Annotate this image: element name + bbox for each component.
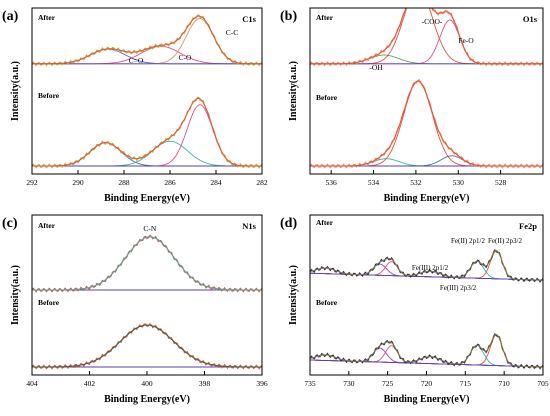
x-tick-label: 400 bbox=[141, 379, 153, 388]
peak-component bbox=[310, 158, 543, 167]
peak-annotation: Fe-O bbox=[458, 36, 474, 45]
x-tick-label: 282 bbox=[256, 178, 268, 187]
peak-annotation: Fe(II) 2p3/2 bbox=[488, 237, 523, 245]
y-axis-label: Intensity(a.u.) bbox=[288, 265, 299, 325]
fit-envelope bbox=[310, 250, 543, 281]
x-axis-label: Binding Energy(eV) bbox=[104, 394, 190, 405]
x-tick-label: 735 bbox=[304, 379, 316, 388]
peak-component bbox=[32, 324, 262, 368]
peak-component bbox=[32, 48, 262, 65]
raw-spectrum bbox=[32, 96, 262, 169]
state-label-after: After bbox=[316, 218, 334, 227]
y-axis-label: Intensity(a.u.) bbox=[10, 265, 21, 325]
element-label: Fe2p bbox=[519, 221, 537, 231]
fit-envelope bbox=[310, 80, 543, 167]
x-tick-label: 284 bbox=[210, 178, 222, 187]
panel-letter: (a) bbox=[2, 9, 19, 24]
curves bbox=[310, 248, 543, 370]
peak-annotation: -OH bbox=[369, 63, 383, 72]
raw-spectrum bbox=[32, 234, 262, 293]
raw-spectrum bbox=[32, 322, 262, 370]
fit-envelope bbox=[310, 8, 543, 65]
x-tick-label: 402 bbox=[84, 379, 96, 388]
panel-a: 292 290 288 286 284 282 Binding Energy(eV) Inte… bbox=[2, 7, 268, 204]
x-tick-label: 404 bbox=[26, 379, 38, 388]
peak-component bbox=[310, 54, 543, 65]
x-tick-label: 710 bbox=[499, 379, 511, 388]
x-tick-label: 705 bbox=[537, 379, 549, 388]
x-axis-label: Binding Energy(eV) bbox=[384, 193, 470, 204]
peak-component bbox=[32, 18, 262, 65]
state-label-before: Before bbox=[316, 93, 338, 102]
peak-annotation: C=O bbox=[129, 56, 144, 65]
raw-spectrum bbox=[310, 8, 543, 67]
panel-c: 404 402 400 398 396 Binding Energy(eV) Intensi… bbox=[2, 214, 268, 405]
x-tick-label: 290 bbox=[72, 178, 84, 187]
peak-annotation: C-N bbox=[143, 224, 157, 233]
state-label-before: Before bbox=[38, 91, 60, 100]
panel-letter: (b) bbox=[280, 9, 297, 24]
panel-letter: (c) bbox=[2, 216, 18, 231]
state-label-before: Before bbox=[316, 298, 338, 307]
x-axis-label: Binding Energy(eV) bbox=[384, 394, 470, 405]
peak-annotation: Fe(II) 2p1/2 bbox=[451, 237, 486, 245]
x-tick-label: 292 bbox=[26, 178, 38, 187]
plot-frame bbox=[31, 7, 263, 175]
element-label: C1s bbox=[242, 14, 256, 24]
curves bbox=[32, 14, 262, 169]
x-tick-label: 398 bbox=[199, 379, 211, 388]
x-tick-label: 286 bbox=[164, 178, 176, 187]
x-tick-label: 715 bbox=[460, 379, 472, 388]
x-tick-label: 720 bbox=[421, 379, 433, 388]
panel-b: 536 534 532 530 528 Binding Energy(eV) Intensi… bbox=[280, 7, 544, 204]
fit-envelope bbox=[310, 333, 543, 368]
peak-annotation: C-O bbox=[179, 53, 193, 62]
state-label-before: Before bbox=[38, 298, 60, 307]
peak-component bbox=[32, 236, 262, 291]
y-axis-label: Intensity(a.u.) bbox=[288, 61, 299, 121]
x-tick-label: 536 bbox=[326, 178, 338, 187]
peak-component bbox=[310, 19, 543, 65]
x-axis-label: Binding Energy(eV) bbox=[104, 193, 190, 204]
fit-envelope bbox=[32, 324, 262, 368]
y-axis-label: Intensity(a.u.) bbox=[10, 61, 21, 121]
element-label: N1s bbox=[242, 221, 256, 231]
state-label-after: After bbox=[38, 13, 56, 22]
x-tick-label: 530 bbox=[453, 178, 465, 187]
panel-d: 735 730 725 720 715 710 705 Binding Energy(eV) I… bbox=[280, 214, 549, 405]
x-tick-label: 396 bbox=[256, 379, 268, 388]
fit-envelope bbox=[32, 236, 262, 291]
peak-annotation: Fe(III) 2p1/2 bbox=[412, 264, 449, 272]
peak-annotation: -COO- bbox=[422, 17, 443, 26]
state-label-after: After bbox=[38, 221, 56, 230]
curves bbox=[32, 234, 262, 370]
x-tick-label: 534 bbox=[368, 178, 380, 187]
x-tick-label: 528 bbox=[495, 178, 507, 187]
fit-envelope bbox=[32, 15, 262, 65]
plot-frame bbox=[309, 7, 544, 175]
x-tick-label: 725 bbox=[382, 379, 394, 388]
state-label-after: After bbox=[316, 13, 334, 22]
x-tick-label: 288 bbox=[118, 178, 130, 187]
peak-component bbox=[310, 155, 543, 167]
curves bbox=[310, 8, 543, 169]
element-label: O1s bbox=[523, 14, 538, 24]
x-tick-label: 730 bbox=[343, 379, 355, 388]
fit-envelope bbox=[32, 97, 262, 167]
peak-annotation: Fe(III) 2p3/2 bbox=[440, 284, 477, 292]
peak-component bbox=[310, 8, 543, 65]
peak-annotation: C-C bbox=[226, 28, 239, 37]
x-tick-label: 532 bbox=[410, 178, 422, 187]
panel-letter: (d) bbox=[280, 216, 297, 231]
